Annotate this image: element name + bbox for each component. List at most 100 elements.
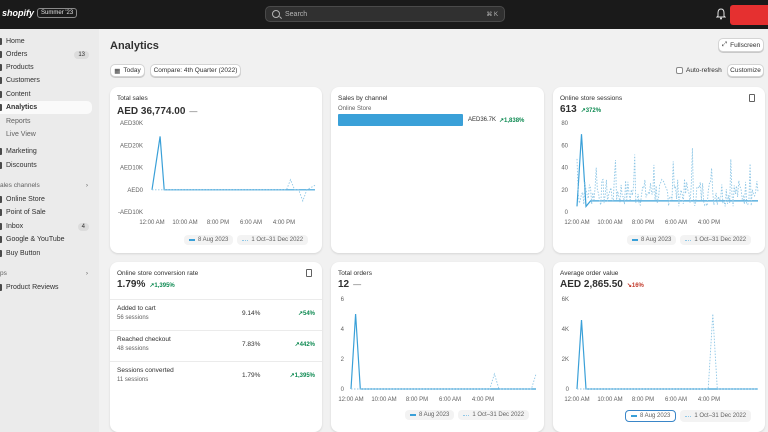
conversion-card[interactable]: Online store conversion rate 1.79% ↗1,39… <box>110 262 322 432</box>
sales-by-channel-card[interactable]: Sales by channel Online Store AED36.7K ↗… <box>331 87 544 253</box>
sidebar-item-label: Inbox <box>6 223 24 230</box>
sessions-value: 613 <box>560 104 577 115</box>
y-tick-label: -AED10K <box>118 210 143 216</box>
y-tick-label: 4 <box>341 327 345 333</box>
card-title: Total sales <box>117 95 148 102</box>
sidebar-item-orders[interactable]: Orders 13 <box>0 48 92 61</box>
search-placeholder: Search <box>285 10 308 18</box>
sidebar-item-label: Buy Button <box>6 250 41 257</box>
sidebar-item-live-view[interactable]: Live View <box>0 128 92 141</box>
funnel-step-pct: 1.79% <box>242 372 261 379</box>
funnel-step-name: Added to cart <box>117 305 156 312</box>
sidebar-item-home[interactable]: Home <box>0 35 92 48</box>
sidebar-item-google-youtube[interactable]: Google & YouTube <box>0 233 92 246</box>
x-tick-label: 6:00 AM <box>665 397 687 403</box>
chart-legend: 8 Aug 2023 1 Oct–31 Dec 2022 <box>627 235 752 245</box>
sidebar-item-analytics[interactable]: Analytics <box>0 101 92 114</box>
funnel-step-delta: ↗442% <box>294 342 315 348</box>
funnel-step-pct: 7.83% <box>242 341 261 348</box>
y-tick-label: 0 <box>565 210 569 216</box>
search-input[interactable]: Search ⌘ K <box>265 6 505 22</box>
sidebar: Home Orders 13 Products Customers Content… <box>0 29 99 432</box>
series-previous-line <box>577 313 758 390</box>
sidebar-item-reports[interactable]: Reports <box>0 115 92 128</box>
card-value-row: AED 2,865.50 ↘16% <box>560 279 644 290</box>
bell-icon[interactable] <box>716 8 726 20</box>
total-sales-card[interactable]: Total sales AED 36,774.00 — AED30K AED20K… <box>110 87 322 253</box>
avatar[interactable] <box>730 5 768 25</box>
sidebar-item-discounts[interactable]: Discounts <box>0 159 92 172</box>
customize-button[interactable]: Customize <box>727 64 764 77</box>
x-tick-label: 10:00 AM <box>597 220 622 226</box>
compare-label: Compare: 4th Quarter (2022) <box>153 67 238 74</box>
y-tick-label: 4K <box>562 327 569 333</box>
legend-swatch <box>189 239 195 241</box>
y-tick-label: AED0 <box>127 188 143 194</box>
card-value-row: 613 ↗372% <box>560 104 601 115</box>
x-tick-label: 10:00 AM <box>597 397 622 403</box>
x-tick-label: 6:00 AM <box>665 220 687 226</box>
sidebar-item-content[interactable]: Content <box>0 88 92 101</box>
sidebar-item-point-of-sale[interactable]: Point of Sale <box>0 206 92 219</box>
legend-previous[interactable]: 1 Oct–31 Dec 2022 <box>237 235 309 245</box>
sidebar-item-customers[interactable]: Customers <box>0 74 92 87</box>
total-orders-card[interactable]: Total orders 12 — 6 4 2 0 12:00 AM 10:00 AM 8:… <box>331 262 544 432</box>
legend-swatch <box>685 415 692 417</box>
series-current-line <box>350 313 536 390</box>
sidebar-item-label: Home <box>6 38 25 45</box>
sidebar-item-label: Reports <box>6 118 31 125</box>
card-value-row: 12 — <box>338 279 361 290</box>
sidebar-item-products[interactable]: Products <box>0 61 92 74</box>
legend-current[interactable]: 8 Aug 2023 <box>625 410 677 422</box>
fullscreen-button[interactable]: ⤢ Fullscreen <box>718 38 764 52</box>
card-title: Average order value <box>560 270 619 277</box>
chevron-right-icon: › <box>85 270 88 277</box>
auto-refresh-checkbox[interactable] <box>676 67 683 74</box>
x-tick-label: 4:00 PM <box>698 220 720 226</box>
y-tick-label: 0 <box>566 387 570 393</box>
marketing-icon <box>0 148 2 155</box>
document-icon[interactable] <box>749 94 755 102</box>
card-title: Online store conversion rate <box>117 270 199 277</box>
funnel-step-sessions: 11 sessions <box>117 377 149 383</box>
sessions-card[interactable]: Online store sessions 613 ↗372% 80 60 40 20… <box>553 87 765 253</box>
sidebar-item-inbox[interactable]: Inbox 4 <box>0 220 92 233</box>
x-tick-label: 8:00 PM <box>406 397 428 403</box>
card-title: Online store sessions <box>560 95 623 102</box>
legend-current[interactable]: 8 Aug 2023 <box>184 235 234 245</box>
date-range-button[interactable]: ▦ Today <box>110 64 145 77</box>
channel-amount: AED36.7K <box>468 117 497 123</box>
sidebar-item-label: Product Reviews <box>6 284 59 291</box>
document-icon[interactable] <box>306 269 312 277</box>
sidebar-item-marketing[interactable]: Marketing <box>0 145 92 158</box>
legend-current[interactable]: 8 Aug 2023 <box>405 410 455 420</box>
legend-current[interactable]: 8 Aug 2023 <box>627 235 677 245</box>
legend-label: 1 Oct–31 Dec 2022 <box>694 413 747 419</box>
total-orders-chart: 6 4 2 0 12:00 AM 10:00 AM 8:00 PM 6:00 AM 4:00 P… <box>338 297 537 403</box>
funnel-row-reached-checkout: Reached checkout 48 sessions 7.83% ↗442% <box>110 330 322 361</box>
analytics-icon <box>0 104 2 111</box>
x-tick-label: 12:00 AM <box>338 397 363 403</box>
sidebar-item-product-reviews[interactable]: Product Reviews <box>0 281 92 294</box>
apps-label: ps <box>0 270 7 277</box>
sidebar-item-label: Analytics <box>6 104 38 111</box>
sidebar-item-buy-button[interactable]: Buy Button <box>0 247 92 260</box>
legend-previous[interactable]: 1 Oct–31 Dec 2022 <box>680 410 752 422</box>
compare-button[interactable]: Compare: 4th Quarter (2022) <box>150 64 241 77</box>
product-reviews-icon <box>0 284 2 291</box>
funnel-step-delta: ↗1,395% <box>289 373 315 379</box>
calendar-icon: ▦ <box>114 67 121 75</box>
series-current-line <box>576 134 758 208</box>
sidebar-item-label: Online Store <box>6 196 45 203</box>
x-tick-label: 8:00 PM <box>632 220 654 226</box>
sidebar-item-online-store[interactable]: Online Store <box>0 193 92 206</box>
legend-swatch <box>242 239 249 241</box>
sales-channels-header[interactable]: ales channels › <box>0 182 92 189</box>
series-previous-line <box>152 178 316 203</box>
legend-previous[interactable]: 1 Oct–31 Dec 2022 <box>680 235 752 245</box>
legend-previous[interactable]: 1 Oct–31 Dec 2022 <box>458 410 530 420</box>
aov-card[interactable]: Average order value AED 2,865.50 ↘16% 6K… <box>553 262 765 432</box>
shopify-logo[interactable]: shopify Summer '23 <box>2 8 78 18</box>
apps-header[interactable]: ps › <box>0 270 92 277</box>
sessions-chart: 80 60 40 20 0 12:00 AM 10:00 AM 8:00 PM 6:00 AM 4… <box>561 121 759 226</box>
